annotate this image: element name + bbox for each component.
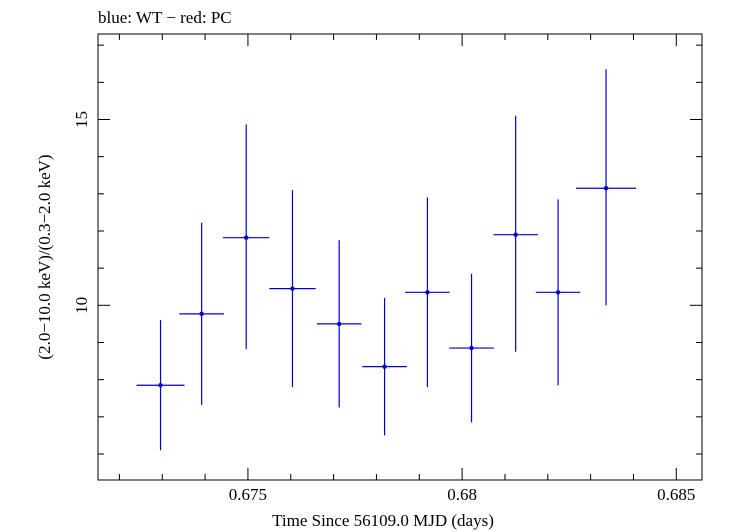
data-points xyxy=(136,69,637,451)
data-point xyxy=(405,197,450,388)
data-marker xyxy=(158,383,163,388)
data-marker xyxy=(290,286,295,291)
x-tick-label: 0.675 xyxy=(229,485,267,504)
axis-tick-labels: 0.675 0.68 0.685 10 15 xyxy=(72,111,695,504)
data-marker xyxy=(199,311,204,317)
data-point xyxy=(535,199,581,386)
data-marker xyxy=(382,364,387,369)
data-point xyxy=(136,320,185,451)
data-marker xyxy=(513,232,518,237)
data-marker xyxy=(555,290,561,295)
data-marker xyxy=(336,321,342,327)
data-point xyxy=(316,240,362,408)
data-point xyxy=(449,273,494,423)
data-marker xyxy=(244,235,249,240)
data-point xyxy=(223,124,270,350)
x-tick-label: 0.685 xyxy=(657,485,695,504)
x-axis-label: Time Since 56109.0 MJD (days) xyxy=(272,511,494,530)
data-point xyxy=(493,115,538,352)
data-marker xyxy=(469,345,474,351)
data-point xyxy=(269,190,316,388)
data-point xyxy=(179,222,224,405)
data-marker xyxy=(425,290,430,295)
legend-text: blue: WT − red: PC xyxy=(98,8,232,27)
data-point xyxy=(576,69,637,306)
y-tick-label: 15 xyxy=(72,111,91,128)
y-tick-label: 10 xyxy=(72,297,91,314)
data-marker xyxy=(603,186,609,191)
plot-frame xyxy=(97,33,703,481)
x-tick-label: 0.68 xyxy=(447,485,477,504)
data-point xyxy=(362,297,407,436)
y-axis-label: (2.0−10.0 keV)/(0.3−2.0 keV) xyxy=(35,154,54,359)
axis-ticks xyxy=(98,34,702,480)
